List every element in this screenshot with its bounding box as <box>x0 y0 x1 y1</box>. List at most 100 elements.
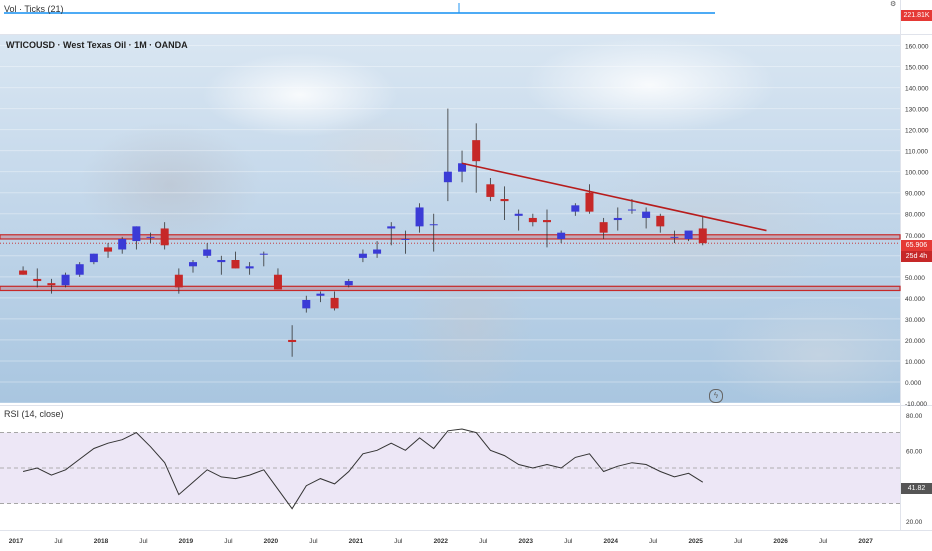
time-axis-label: 2017 <box>9 538 24 545</box>
candle-body <box>585 192 594 212</box>
symbol-title[interactable]: WTICOUSD · West Texas Oil · 1M · OANDA <box>6 40 188 50</box>
candle-body <box>613 217 622 221</box>
candle-body <box>146 236 155 238</box>
candle-body <box>245 266 254 269</box>
time-axis-label: 2019 <box>179 538 194 545</box>
price-tick-label: 30.000 <box>905 317 925 324</box>
price-tick-label: 100.000 <box>905 170 929 177</box>
candle-body <box>302 299 311 309</box>
price-scale-strip[interactable] <box>900 0 932 550</box>
candle-body <box>47 283 56 286</box>
time-axis-label: 2024 <box>603 538 618 545</box>
candle-body <box>698 228 707 244</box>
candle-body <box>642 211 651 218</box>
price-tick-label: 50.000 <box>905 275 925 282</box>
candle-body <box>259 253 268 255</box>
candle-body <box>316 293 325 296</box>
time-axis-label: Jul <box>224 538 233 545</box>
candle-body <box>599 222 608 233</box>
candle-body <box>189 262 197 267</box>
time-axis-label: Jul <box>734 538 743 545</box>
time-axis-label: 2026 <box>773 538 788 545</box>
price-tick-label: 140.000 <box>905 86 929 93</box>
descending-trendline <box>461 162 767 232</box>
price-tick-label: 70.000 <box>905 233 925 240</box>
price-tick-label: 80.000 <box>905 212 925 219</box>
candle-body <box>330 297 339 309</box>
candle-body <box>104 247 113 252</box>
candle-body <box>458 163 467 172</box>
rsi-indicator-label[interactable]: RSI (14, close) <box>4 409 64 419</box>
candle-body <box>571 205 580 212</box>
time-axis-label: 2023 <box>519 538 534 545</box>
candle-body <box>500 199 509 202</box>
support-zone-upper <box>0 234 901 240</box>
time-axis-label: 2020 <box>264 538 279 545</box>
time-axis-label: Jul <box>394 538 403 545</box>
volume-value-badge: 221.81K <box>901 10 932 21</box>
candle-body <box>174 274 183 288</box>
candle-body <box>627 209 636 211</box>
price-tick-label: 150.000 <box>905 65 929 72</box>
price-tick-label: 120.000 <box>905 128 929 135</box>
candle-body <box>203 249 212 256</box>
candle-body <box>273 274 282 290</box>
time-axis-label: 2022 <box>434 538 449 545</box>
candle-body <box>415 207 424 227</box>
rsi-line <box>22 428 704 510</box>
time-axis-label: Jul <box>309 538 318 545</box>
candle-body <box>684 230 693 239</box>
time-axis-label: 2021 <box>349 538 364 545</box>
candle-body <box>160 228 169 246</box>
price-tick-label: -10.000 <box>905 401 927 408</box>
rsi-tick-label: 20.00 <box>906 519 923 526</box>
settings-icon[interactable]: ⚙ <box>890 1 897 8</box>
candle-body <box>61 274 70 286</box>
candle-body <box>670 236 679 238</box>
time-axis[interactable] <box>0 530 932 551</box>
candle-body <box>33 278 42 282</box>
candle-body <box>118 238 127 250</box>
pane-separator-rsi[interactable] <box>0 405 932 406</box>
price-pane-background[interactable] <box>0 35 900 403</box>
volume-area <box>4 12 715 14</box>
support-zone-lower <box>0 285 901 292</box>
candle-body <box>486 184 495 197</box>
candle-body <box>401 238 410 240</box>
rsi-value-badge: 41.82 <box>901 483 932 494</box>
last-price-badge: 65.906 <box>901 240 932 251</box>
candle-body <box>344 281 353 286</box>
candle-body <box>472 140 481 162</box>
candle-body <box>557 232 566 239</box>
price-tick-label: 130.000 <box>905 107 929 114</box>
price-tick-label: 20.000 <box>905 338 925 345</box>
rsi-tick-label: 60.00 <box>906 448 923 455</box>
lightning-icon[interactable]: ϟ <box>709 389 723 403</box>
candle-body <box>288 339 297 343</box>
time-axis-label: 2025 <box>688 538 703 545</box>
price-tick-label: 90.000 <box>905 191 925 198</box>
time-axis-label: 2018 <box>94 538 109 545</box>
candle-body <box>75 264 84 275</box>
candle-body <box>429 224 438 226</box>
volume-indicator-label[interactable]: Vol · Ticks (21) <box>4 4 64 14</box>
candle-body <box>543 220 551 223</box>
volume-pane[interactable] <box>0 0 900 22</box>
candle-body <box>89 253 98 263</box>
pane-separator-top[interactable] <box>0 34 932 35</box>
price-tick-label: 0.000 <box>905 380 922 387</box>
price-tick-label: 10.000 <box>905 359 925 366</box>
candle-body <box>514 213 523 216</box>
time-axis-label: Jul <box>139 538 148 545</box>
price-tick-label: 110.000 <box>905 149 928 156</box>
candle-body <box>656 215 665 227</box>
countdown-badge: 25d 4h <box>901 251 932 262</box>
candle-body <box>19 270 28 275</box>
candle-body <box>528 217 537 223</box>
time-axis-label: Jul <box>479 538 488 545</box>
candle-body <box>132 226 141 242</box>
rsi-tick-label: 80.00 <box>906 413 923 420</box>
time-axis-label: 2027 <box>858 538 873 545</box>
price-tick-label: 40.000 <box>905 296 925 303</box>
candle-body <box>373 249 382 254</box>
